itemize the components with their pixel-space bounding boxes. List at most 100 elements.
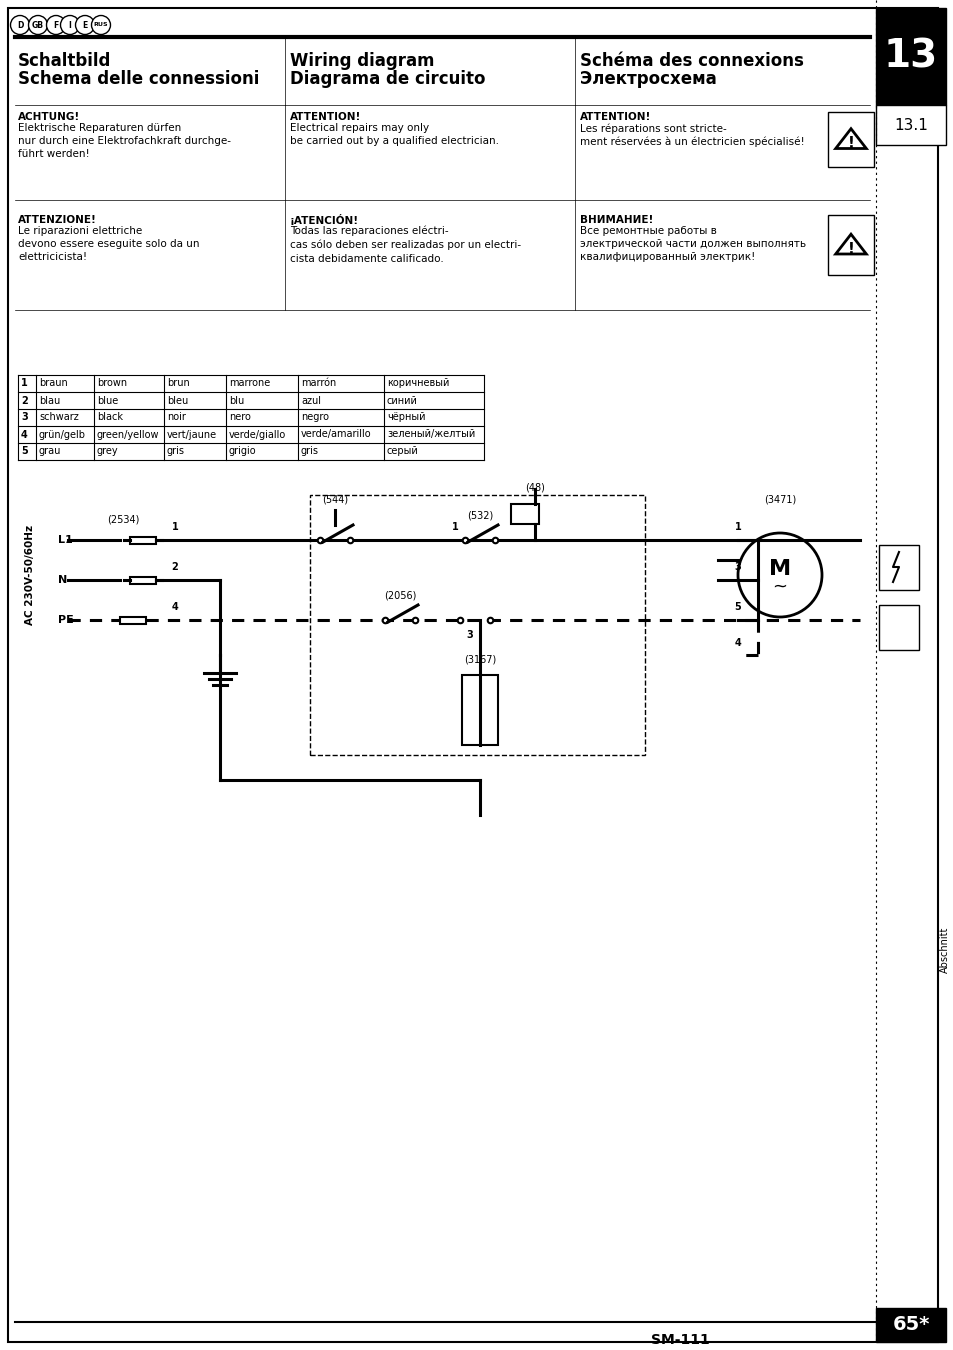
Text: Wiring diagram: Wiring diagram (290, 53, 434, 70)
Text: ACHTUNG!: ACHTUNG! (18, 112, 80, 122)
Circle shape (91, 15, 111, 35)
Text: schwarz: schwarz (39, 413, 79, 423)
Text: 1: 1 (734, 522, 740, 532)
Text: Les réparations sont stricte-
ment réservées à un électricien spécialisé!: Les réparations sont stricte- ment réser… (579, 123, 804, 147)
Text: ATTENZIONE!: ATTENZIONE! (18, 215, 97, 225)
Bar (461, 675, 497, 745)
Text: 3: 3 (21, 413, 28, 423)
Text: blu: blu (229, 396, 244, 405)
Text: ¡ATENCIÓN!: ¡ATENCIÓN! (290, 215, 358, 225)
Text: bleu: bleu (167, 396, 188, 405)
Circle shape (60, 15, 79, 35)
Text: verde/amarillo: verde/amarillo (301, 429, 372, 440)
Text: чёрный: чёрный (387, 413, 425, 423)
Text: зеленый/желтый: зеленый/желтый (387, 429, 475, 440)
Circle shape (738, 533, 821, 617)
Text: Electrical repairs may only
be carried out by a qualified electrician.: Electrical repairs may only be carried o… (290, 123, 498, 146)
Text: M: M (768, 559, 790, 579)
Text: 5: 5 (734, 602, 740, 612)
Text: (2534): (2534) (107, 514, 139, 525)
Text: verde/giallo: verde/giallo (229, 429, 286, 440)
Text: 1: 1 (21, 378, 28, 389)
Text: blue: blue (97, 396, 118, 405)
Text: 1: 1 (451, 522, 457, 532)
Text: brun: brun (167, 378, 190, 389)
Text: (532): (532) (466, 510, 493, 520)
Text: 13: 13 (882, 38, 937, 76)
Text: 65*: 65* (891, 1315, 929, 1335)
Text: синий: синий (387, 396, 417, 405)
Text: GB: GB (32, 20, 44, 30)
Text: !: ! (846, 242, 854, 256)
Bar (120, 617, 146, 624)
Bar (827, 112, 873, 167)
Text: marrone: marrone (229, 378, 270, 389)
Text: 2: 2 (21, 396, 28, 405)
Text: N: N (58, 575, 67, 585)
Bar (511, 504, 538, 524)
Text: black: black (97, 413, 123, 423)
Text: Diagrama de circuito: Diagrama de circuito (290, 70, 485, 88)
Text: серый: серый (387, 447, 418, 456)
Circle shape (29, 15, 48, 35)
Text: (2056): (2056) (383, 590, 416, 599)
Bar (130, 576, 156, 583)
Text: green/yellow: green/yellow (97, 429, 159, 440)
Text: blau: blau (39, 396, 60, 405)
Text: gris: gris (167, 447, 185, 456)
Text: 4: 4 (172, 602, 178, 612)
Text: ATTENTION!: ATTENTION! (290, 112, 361, 122)
Text: 2: 2 (172, 562, 178, 572)
Text: ATTENTION!: ATTENTION! (579, 112, 651, 122)
Text: noir: noir (167, 413, 186, 423)
Circle shape (10, 15, 30, 35)
Text: nero: nero (229, 413, 251, 423)
Text: grey: grey (97, 447, 118, 456)
Text: E: E (82, 20, 88, 30)
Text: (3471): (3471) (763, 495, 796, 505)
Text: PE: PE (58, 616, 73, 625)
Text: gris: gris (301, 447, 318, 456)
Text: braun: braun (39, 378, 68, 389)
Text: F: F (53, 20, 58, 30)
Text: marrón: marrón (301, 378, 335, 389)
Bar (878, 545, 918, 590)
Text: grigio: grigio (229, 447, 256, 456)
Text: 3: 3 (734, 562, 740, 572)
Bar (875, 8, 945, 105)
Text: 1: 1 (172, 522, 178, 532)
Text: коричневый: коричневый (387, 378, 449, 389)
Text: (3167): (3167) (463, 655, 496, 666)
Text: (544): (544) (321, 494, 348, 504)
Text: 4: 4 (21, 429, 28, 440)
Polygon shape (835, 234, 865, 254)
Polygon shape (835, 128, 865, 148)
Text: Все ремонтные работы в
электрической части должен выполнять
квалифицированный эл: Все ремонтные работы в электрической час… (579, 225, 805, 262)
Text: Le riparazioni elettriche
devono essere eseguite solo da un
elettricicista!: Le riparazioni elettriche devono essere … (18, 225, 199, 262)
Text: brown: brown (97, 378, 127, 389)
Bar (310, 495, 644, 755)
Text: 13.1: 13.1 (893, 117, 927, 132)
Circle shape (75, 15, 94, 35)
Text: 5: 5 (21, 447, 28, 456)
Text: !: ! (846, 136, 854, 151)
Text: Schéma des connexions: Schéma des connexions (579, 53, 803, 70)
Text: vert/jaune: vert/jaune (167, 429, 217, 440)
Bar (827, 215, 873, 275)
Text: ~: ~ (772, 578, 786, 595)
Text: 4: 4 (734, 639, 740, 648)
Text: negro: negro (301, 413, 329, 423)
Text: Todas las reparaciones eléctri-
cas sólo deben ser realizadas por un electri-
ci: Todas las reparaciones eléctri- cas sólo… (290, 225, 520, 263)
Text: I: I (69, 20, 71, 30)
Text: ВНИМАНИЕ!: ВНИМАНИЕ! (579, 215, 653, 225)
Text: grau: grau (39, 447, 61, 456)
Text: RUS: RUS (93, 23, 109, 27)
Bar (130, 536, 156, 544)
Text: grün/gelb: grün/gelb (39, 429, 86, 440)
Text: 3: 3 (466, 630, 473, 640)
Text: Электросхема: Электросхема (579, 70, 716, 88)
Circle shape (47, 15, 66, 35)
Text: (48): (48) (524, 482, 544, 491)
Bar (875, 105, 945, 144)
Text: L1: L1 (58, 535, 72, 545)
